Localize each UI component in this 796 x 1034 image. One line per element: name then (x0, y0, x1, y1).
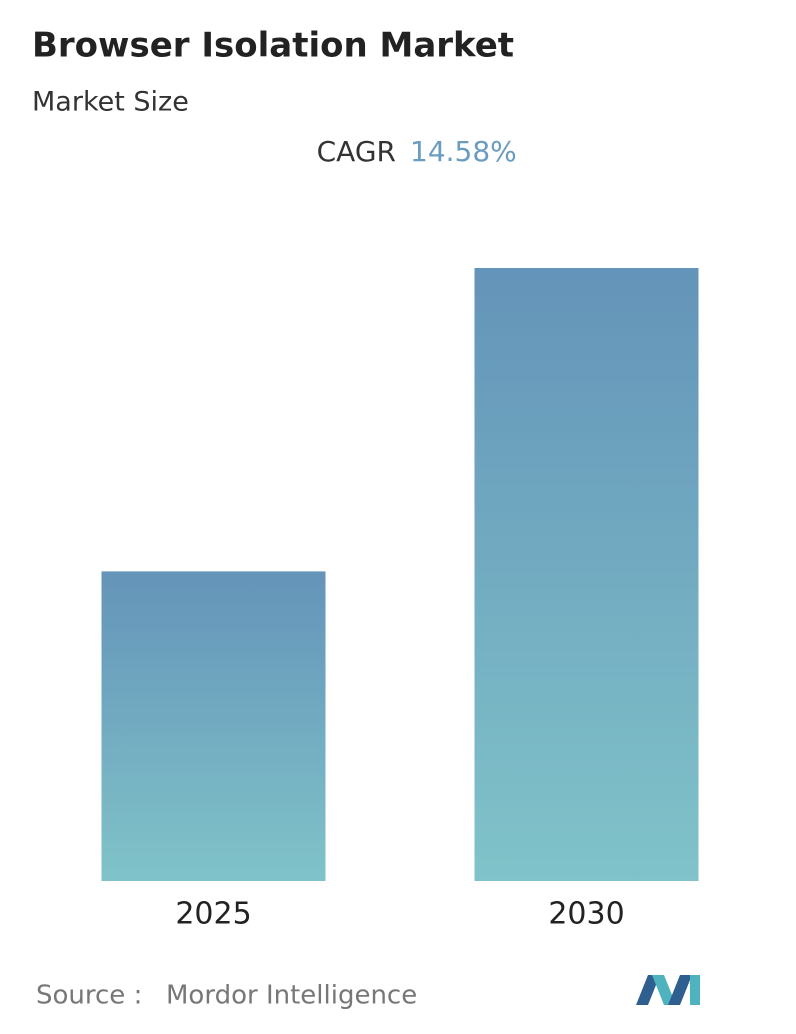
cagr-value: 14.58% (410, 135, 517, 168)
logo-shape (636, 975, 660, 1005)
logo-shape (652, 975, 676, 1005)
source-label: Source : (36, 981, 142, 1011)
source: Mordor Intelligence (166, 981, 417, 1011)
chart-subtitle: Market Size (32, 87, 189, 118)
logo-shape (668, 975, 692, 1005)
x-tick-label: 2025 (175, 897, 251, 932)
x-tick-label: 2030 (548, 897, 624, 932)
bar (474, 268, 699, 881)
logo-shape (690, 975, 700, 1005)
cagr-label: CAGR (317, 135, 396, 168)
logo (636, 975, 700, 1005)
chart-title: Browser Isolation Market (32, 26, 514, 66)
bar (101, 571, 326, 881)
